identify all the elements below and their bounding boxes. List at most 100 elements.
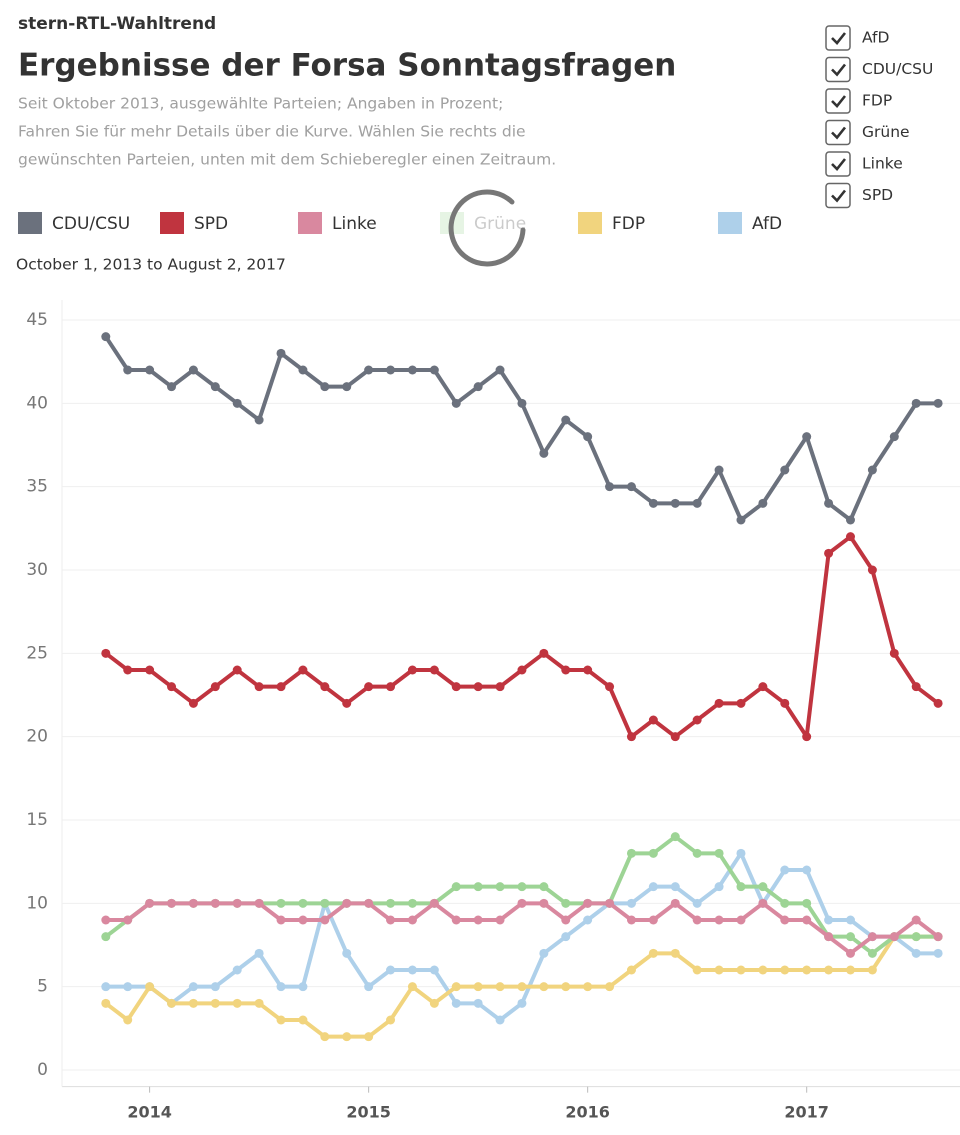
data-point[interactable] <box>254 898 264 908</box>
data-point[interactable] <box>911 948 921 958</box>
checkbox[interactable] <box>825 56 851 83</box>
data-point[interactable] <box>867 932 877 942</box>
data-point[interactable] <box>802 865 812 875</box>
checkbox[interactable] <box>825 151 851 177</box>
data-point[interactable] <box>626 482 636 492</box>
data-point[interactable] <box>845 965 855 975</box>
checkbox[interactable] <box>825 119 851 146</box>
data-point[interactable] <box>276 682 286 692</box>
data-point[interactable] <box>320 1032 330 1042</box>
data-point[interactable] <box>407 982 417 992</box>
data-point[interactable] <box>561 415 571 425</box>
data-point[interactable] <box>539 948 549 958</box>
data-point[interactable] <box>692 915 702 925</box>
data-point[interactable] <box>145 898 155 908</box>
data-point[interactable] <box>714 698 724 708</box>
data-point[interactable] <box>232 965 242 975</box>
data-point[interactable] <box>517 898 527 908</box>
data-point[interactable] <box>583 982 593 992</box>
data-point[interactable] <box>123 915 133 925</box>
data-point[interactable] <box>429 965 439 975</box>
data-point[interactable] <box>188 982 198 992</box>
data-point[interactable] <box>517 882 527 892</box>
data-point[interactable] <box>276 1015 286 1025</box>
data-point[interactable] <box>845 915 855 925</box>
data-point[interactable] <box>276 898 286 908</box>
data-point[interactable] <box>145 982 155 992</box>
data-point[interactable] <box>539 898 549 908</box>
data-point[interactable] <box>407 965 417 975</box>
data-point[interactable] <box>232 398 242 408</box>
data-point[interactable] <box>539 448 549 458</box>
data-point[interactable] <box>692 715 702 725</box>
data-point[interactable] <box>736 882 746 892</box>
data-point[interactable] <box>276 982 286 992</box>
data-point[interactable] <box>780 915 790 925</box>
data-point[interactable] <box>845 948 855 958</box>
data-point[interactable] <box>626 965 636 975</box>
data-point[interactable] <box>714 882 724 892</box>
data-point[interactable] <box>342 898 352 908</box>
data-point[interactable] <box>298 915 308 925</box>
data-point[interactable] <box>298 665 308 675</box>
data-point[interactable] <box>101 648 111 658</box>
data-point[interactable] <box>276 915 286 925</box>
filter-label[interactable]: FDP <box>862 92 892 110</box>
data-point[interactable] <box>188 998 198 1008</box>
data-point[interactable] <box>298 365 308 375</box>
checkbox[interactable] <box>825 182 851 209</box>
data-point[interactable] <box>101 332 111 342</box>
data-point[interactable] <box>626 848 636 858</box>
filter-label[interactable]: CDU/CSU <box>862 60 933 78</box>
data-point[interactable] <box>298 1015 308 1025</box>
data-point[interactable] <box>210 382 220 392</box>
data-point[interactable] <box>320 898 330 908</box>
data-point[interactable] <box>648 848 658 858</box>
data-point[interactable] <box>758 498 768 508</box>
data-point[interactable] <box>736 698 746 708</box>
data-point[interactable] <box>451 882 461 892</box>
data-point[interactable] <box>517 665 527 675</box>
data-point[interactable] <box>539 882 549 892</box>
data-point[interactable] <box>911 682 921 692</box>
data-point[interactable] <box>670 498 680 508</box>
data-point[interactable] <box>473 915 483 925</box>
data-point[interactable] <box>386 898 396 908</box>
data-point[interactable] <box>583 898 593 908</box>
data-point[interactable] <box>845 932 855 942</box>
filter-label[interactable]: SPD <box>862 186 893 204</box>
data-point[interactable] <box>429 665 439 675</box>
data-point[interactable] <box>298 982 308 992</box>
data-point[interactable] <box>167 682 177 692</box>
data-point[interactable] <box>802 432 812 442</box>
data-point[interactable] <box>605 898 615 908</box>
data-point[interactable] <box>626 898 636 908</box>
data-point[interactable] <box>802 965 812 975</box>
data-point[interactable] <box>473 998 483 1008</box>
data-point[interactable] <box>145 665 155 675</box>
data-point[interactable] <box>473 682 483 692</box>
data-point[interactable] <box>210 898 220 908</box>
data-point[interactable] <box>780 898 790 908</box>
data-point[interactable] <box>736 965 746 975</box>
data-point[interactable] <box>386 682 396 692</box>
data-point[interactable] <box>386 1015 396 1025</box>
data-point[interactable] <box>342 1032 352 1042</box>
data-point[interactable] <box>802 732 812 742</box>
data-point[interactable] <box>407 915 417 925</box>
data-point[interactable] <box>495 1015 505 1025</box>
data-point[interactable] <box>495 365 505 375</box>
data-point[interactable] <box>867 965 877 975</box>
data-point[interactable] <box>342 698 352 708</box>
data-point[interactable] <box>210 682 220 692</box>
data-point[interactable] <box>911 398 921 408</box>
data-point[interactable] <box>714 465 724 475</box>
data-point[interactable] <box>320 682 330 692</box>
data-point[interactable] <box>473 382 483 392</box>
data-point[interactable] <box>670 948 680 958</box>
data-point[interactable] <box>824 932 834 942</box>
data-point[interactable] <box>780 465 790 475</box>
data-point[interactable] <box>670 732 680 742</box>
data-point[interactable] <box>845 515 855 525</box>
data-point[interactable] <box>254 415 264 425</box>
